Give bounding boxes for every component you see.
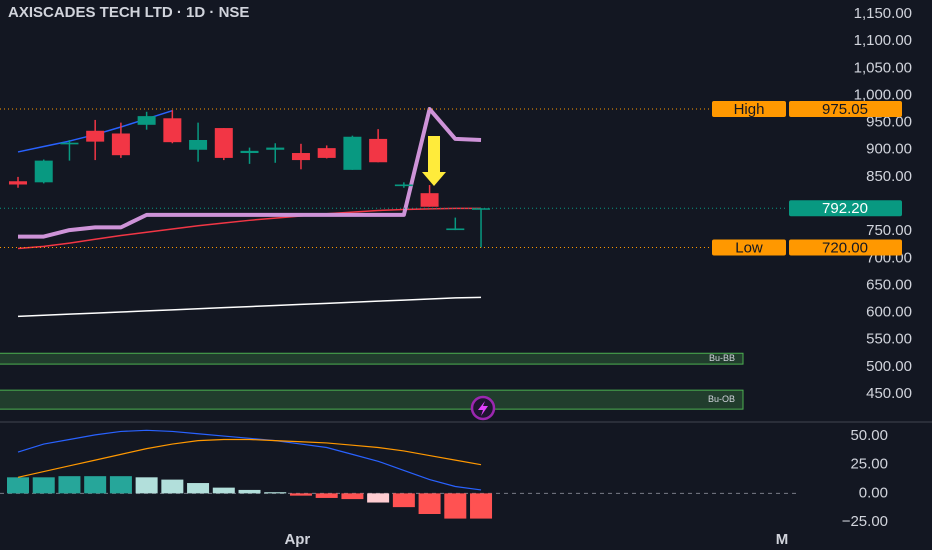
candle-body [137,116,156,125]
y-tick-label: 0.00 [859,484,888,501]
candle-body [343,136,362,170]
y-tick-label: 50.00 [850,427,888,444]
histogram-bar [315,493,338,498]
y-tick-label: 750.00 [866,222,912,239]
indicator-line [18,107,482,239]
x-tick-label: Apr [284,531,310,548]
y-tick-label: 850.00 [866,168,912,185]
candle-body [34,160,53,183]
y-tick-label: 550.00 [866,331,912,348]
x-tick-label: M [776,531,789,548]
candle-body [86,130,105,142]
candle-body [291,153,310,161]
y-tick-label: 25.00 [850,456,888,473]
macd-line [17,429,482,491]
signal-arrow [422,136,446,186]
histogram-bar [444,493,467,519]
y-tick-label: 950.00 [866,114,912,131]
y-tick-label: 1,150.00 [854,5,912,22]
indicator-line [17,296,482,318]
y-tick-label: 650.00 [866,276,912,293]
histogram-bar [392,493,415,508]
candle-body [369,138,388,163]
price-tag: 975.05 [822,101,868,118]
price-tag-box [789,239,902,256]
histogram-bar [341,493,364,500]
histogram-bar [470,493,493,519]
zone [0,389,744,410]
price-tag-name: High [734,101,765,118]
candle-body [189,140,208,150]
y-tick-label: 1,100.00 [854,32,912,49]
y-tick-label: 1,000.00 [854,86,912,103]
price-tag-name-box [712,101,786,118]
y-tick-label: −25.00 [842,513,888,530]
histogram-bar [109,476,132,494]
price-tag-box [789,200,902,217]
candle-body [420,193,439,207]
histogram-bar [238,489,261,494]
y-tick-label: 500.00 [866,358,912,375]
candle-body [9,181,28,185]
y-tick-label: 900.00 [866,141,912,158]
histogram-bar [187,483,210,494]
histogram-bar [135,477,158,494]
histogram-bar [418,493,441,514]
candle-body [266,147,285,150]
price-tag-name-box [712,239,786,256]
chart-title: AXISCADES TECH LTD · 1D · NSE [8,4,249,21]
alert-icon[interactable] [470,395,496,421]
zone-label: Bu-OB [708,394,735,404]
candle-body [317,148,336,158]
candle-body [394,184,413,187]
candle-body [214,128,233,158]
y-tick-label: 600.00 [866,304,912,321]
histogram-bar [58,476,81,494]
price-tag-box [789,101,902,118]
price-tag-name: Low [735,239,763,256]
histogram-bar [264,492,287,494]
price-tag: 792.20 [822,200,868,217]
candle-body [240,150,259,154]
histogram-bar [367,493,390,503]
histogram-bar [161,479,184,494]
candle-body [446,228,465,231]
y-tick-label: 450.00 [866,385,912,402]
histogram-bar [32,477,55,494]
y-tick-label: 1,050.00 [854,59,912,76]
plot: Bu-BB Bu-OB 1,150.00 1,100.00 1,050.00 1,000.… [0,5,912,548]
candle-body [163,118,182,143]
candle-body [472,208,491,210]
histogram-bar [7,477,30,494]
histogram-bar [289,493,312,496]
macd-line [17,438,482,478]
zone-label: Bu-BB [709,353,735,363]
histogram-bar [212,487,235,494]
zone [0,352,744,365]
candle-body [60,142,79,145]
price-tag: 720.00 [822,239,868,256]
histogram-bar [84,476,107,494]
candle-body [111,133,130,156]
